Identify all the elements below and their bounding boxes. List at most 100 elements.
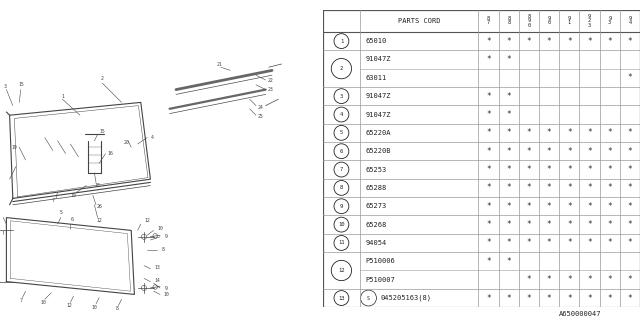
Text: 9: 9 xyxy=(165,234,168,239)
Text: 65253: 65253 xyxy=(365,166,387,172)
Text: *: * xyxy=(567,202,572,211)
Text: 8
7: 8 7 xyxy=(487,16,490,26)
Text: *: * xyxy=(628,128,632,137)
Text: 9: 9 xyxy=(340,204,343,209)
Text: P510006: P510006 xyxy=(365,258,395,264)
Text: *: * xyxy=(506,110,511,119)
Text: *: * xyxy=(527,36,531,45)
Text: *: * xyxy=(607,238,612,247)
Text: *: * xyxy=(607,128,612,137)
Text: *: * xyxy=(527,238,531,247)
Text: *: * xyxy=(567,165,572,174)
Text: 12: 12 xyxy=(97,218,102,223)
Text: *: * xyxy=(486,36,491,45)
Text: 94054: 94054 xyxy=(365,240,387,246)
Text: 91047Z: 91047Z xyxy=(365,56,391,62)
Text: 11: 11 xyxy=(338,240,345,245)
Text: *: * xyxy=(567,183,572,192)
Text: 10: 10 xyxy=(157,226,163,231)
Text: 12: 12 xyxy=(66,303,72,308)
Text: *: * xyxy=(486,293,491,302)
Text: *: * xyxy=(607,293,612,302)
Text: 3: 3 xyxy=(3,84,6,89)
Text: *: * xyxy=(567,128,572,137)
Text: 7: 7 xyxy=(340,167,343,172)
Text: 8: 8 xyxy=(162,247,164,252)
Text: 10: 10 xyxy=(92,305,97,310)
Text: *: * xyxy=(506,165,511,174)
Text: *: * xyxy=(628,165,632,174)
Text: 9
1: 9 1 xyxy=(568,16,571,26)
Text: *: * xyxy=(607,202,612,211)
Text: *: * xyxy=(506,55,511,64)
Text: 20: 20 xyxy=(124,140,129,145)
Text: *: * xyxy=(527,128,531,137)
Text: *: * xyxy=(567,293,572,302)
Text: *: * xyxy=(607,220,612,229)
Text: 8: 8 xyxy=(340,185,343,190)
Text: *: * xyxy=(547,220,552,229)
Text: 9: 9 xyxy=(165,285,168,291)
Text: 65010: 65010 xyxy=(365,38,387,44)
Text: *: * xyxy=(547,128,552,137)
Text: 10: 10 xyxy=(40,300,46,305)
Text: 4: 4 xyxy=(150,135,154,140)
Text: *: * xyxy=(628,36,632,45)
Text: *: * xyxy=(486,202,491,211)
Text: P510007: P510007 xyxy=(365,277,395,283)
Text: 2: 2 xyxy=(340,66,343,71)
Text: 15: 15 xyxy=(100,129,105,134)
Text: *: * xyxy=(547,202,552,211)
Text: *: * xyxy=(607,165,612,174)
Text: *: * xyxy=(628,238,632,247)
Text: *: * xyxy=(486,110,491,119)
Text: PARTS CORD: PARTS CORD xyxy=(398,18,440,24)
Text: *: * xyxy=(607,183,612,192)
Text: 5: 5 xyxy=(60,210,62,215)
Text: 22: 22 xyxy=(268,77,273,83)
Text: *: * xyxy=(607,36,612,45)
Text: *: * xyxy=(527,220,531,229)
Text: *: * xyxy=(506,92,511,101)
Text: *: * xyxy=(486,257,491,266)
Text: *: * xyxy=(628,293,632,302)
Text: *: * xyxy=(567,147,572,156)
Text: *: * xyxy=(506,128,511,137)
Text: S: S xyxy=(367,296,370,300)
Text: 16: 16 xyxy=(108,151,113,156)
Text: 91047Z: 91047Z xyxy=(365,93,391,99)
Text: *: * xyxy=(486,147,491,156)
Text: 9
0: 9 0 xyxy=(548,16,550,26)
Text: *: * xyxy=(587,275,592,284)
Text: 6: 6 xyxy=(70,217,74,222)
Text: 19: 19 xyxy=(12,145,17,150)
Text: *: * xyxy=(486,92,491,101)
Text: *: * xyxy=(486,55,491,64)
Text: 12: 12 xyxy=(338,268,345,273)
Text: A650000047: A650000047 xyxy=(559,311,602,317)
Text: *: * xyxy=(527,147,531,156)
Text: *: * xyxy=(628,275,632,284)
Text: *: * xyxy=(587,238,592,247)
Text: *: * xyxy=(587,202,592,211)
Text: 6: 6 xyxy=(340,149,343,154)
Text: 65220A: 65220A xyxy=(365,130,391,136)
Text: 63011: 63011 xyxy=(365,75,387,81)
Text: *: * xyxy=(567,275,572,284)
Text: *: * xyxy=(587,293,592,302)
Text: 65220B: 65220B xyxy=(365,148,391,154)
Text: 12: 12 xyxy=(145,218,150,223)
Text: *: * xyxy=(486,220,491,229)
Text: 4: 4 xyxy=(340,112,343,117)
Text: *: * xyxy=(506,36,511,45)
Text: 045205163(8): 045205163(8) xyxy=(380,295,431,301)
Text: *: * xyxy=(547,147,552,156)
Text: 24: 24 xyxy=(258,105,264,110)
Text: 8: 8 xyxy=(115,306,118,311)
Text: *: * xyxy=(527,183,531,192)
Text: *: * xyxy=(486,183,491,192)
Text: 9
2
3: 9 2 3 xyxy=(588,14,591,28)
Text: 9
4: 9 4 xyxy=(628,16,632,26)
Text: *: * xyxy=(527,202,531,211)
Text: *: * xyxy=(567,220,572,229)
